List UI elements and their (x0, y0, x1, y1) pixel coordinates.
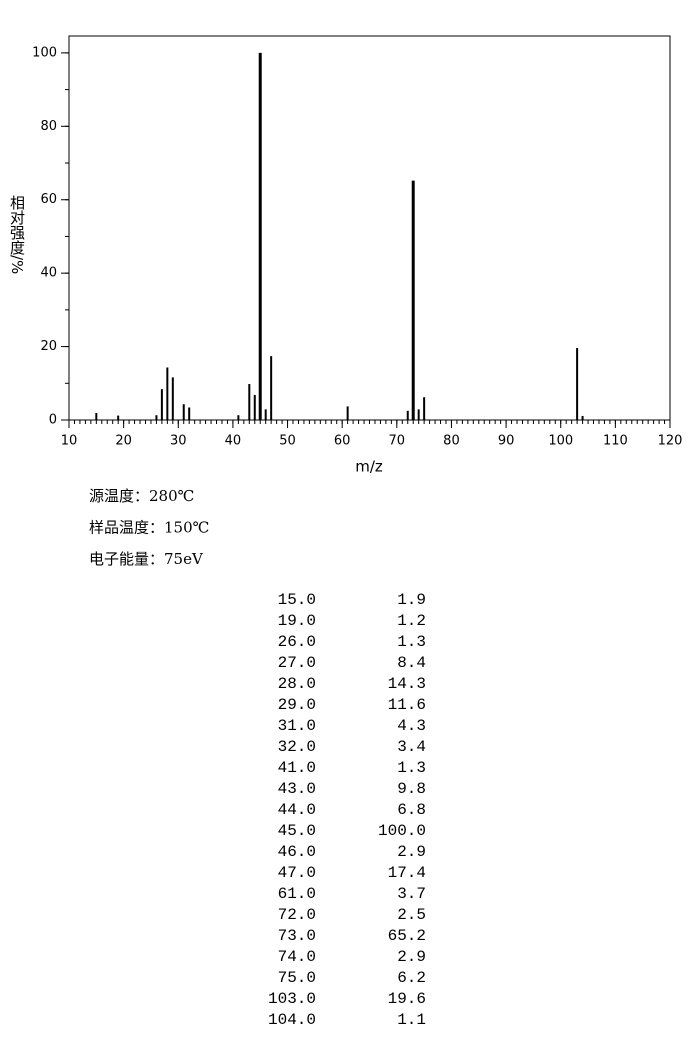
intensity-cell: 14.3 (388, 675, 426, 693)
mz-cell: 43.0 (278, 780, 316, 798)
mz-cell: 29.0 (278, 696, 316, 714)
mz-cell: 19.0 (278, 612, 316, 630)
intensity-cell: 1.3 (397, 759, 426, 777)
mz-cell: 73.0 (278, 927, 316, 945)
condition: 电子能量：75eV (89, 550, 204, 568)
y-axis-label: 相对强度/% (8, 195, 26, 274)
x-axis-label: m/z (355, 458, 383, 476)
intensity-cell: 1.3 (397, 633, 426, 651)
x-tick-label: 110 (603, 434, 628, 449)
mz-cell: 31.0 (278, 717, 316, 735)
y-tick-label: 0 (49, 413, 57, 428)
intensity-cell: 11.6 (388, 696, 426, 714)
intensity-cell: 6.8 (397, 801, 426, 819)
x-tick-label: 30 (170, 434, 187, 449)
y-tick-label: 60 (40, 192, 57, 207)
intensity-cell: 3.4 (397, 738, 426, 756)
y-tick-label: 20 (40, 339, 57, 354)
x-tick-label: 90 (498, 434, 515, 449)
intensity-cell: 1.1 (397, 1011, 426, 1029)
intensity-cell: 2.5 (397, 906, 426, 924)
condition: 样品温度：150℃ (89, 519, 209, 537)
x-tick-label: 80 (443, 434, 460, 449)
mz-cell: 104.0 (268, 1011, 316, 1029)
mz-cell: 45.0 (278, 822, 316, 840)
x-tick-label: 60 (334, 434, 351, 449)
intensity-cell: 19.6 (388, 990, 426, 1008)
x-tick-label: 40 (225, 434, 242, 449)
y-tick-label: 80 (40, 119, 57, 134)
mz-cell: 28.0 (278, 675, 316, 693)
mz-cell: 46.0 (278, 843, 316, 861)
intensity-cell: 1.2 (397, 612, 426, 630)
mz-cell: 74.0 (278, 948, 316, 966)
plot-frame (68, 35, 671, 421)
intensity-cell: 17.4 (388, 864, 426, 882)
mz-cell: 103.0 (268, 990, 316, 1008)
intensity-cell: 65.2 (388, 927, 426, 945)
intensity-cell: 3.7 (397, 885, 426, 903)
y-tick-label: 100 (32, 45, 57, 60)
intensity-cell: 4.3 (397, 717, 426, 735)
mz-cell: 72.0 (278, 906, 316, 924)
intensity-cell: 2.9 (397, 843, 426, 861)
x-tick-label: 10 (61, 434, 78, 449)
mz-cell: 26.0 (278, 633, 316, 651)
intensity-cell: 100.0 (378, 822, 426, 840)
mz-cell: 41.0 (278, 759, 316, 777)
x-tick-label: 50 (279, 434, 296, 449)
intensity-cell: 8.4 (397, 654, 426, 672)
condition: 源温度：280℃ (89, 487, 194, 505)
mz-cell: 15.0 (278, 591, 316, 609)
x-tick-label: 120 (658, 434, 683, 449)
mz-cell: 27.0 (278, 654, 316, 672)
x-tick-label: 20 (115, 434, 132, 449)
x-tick-label: 70 (389, 434, 406, 449)
intensity-cell: 6.2 (397, 969, 426, 987)
mz-cell: 44.0 (278, 801, 316, 819)
mz-cell: 47.0 (278, 864, 316, 882)
intensity-cell: 1.9 (397, 591, 426, 609)
intensity-cell: 2.9 (397, 948, 426, 966)
mz-cell: 32.0 (278, 738, 316, 756)
y-tick-label: 40 (40, 266, 57, 281)
mz-cell: 75.0 (278, 969, 316, 987)
mz-cell: 61.0 (278, 885, 316, 903)
x-tick-label: 100 (548, 434, 573, 449)
intensity-cell: 9.8 (397, 780, 426, 798)
